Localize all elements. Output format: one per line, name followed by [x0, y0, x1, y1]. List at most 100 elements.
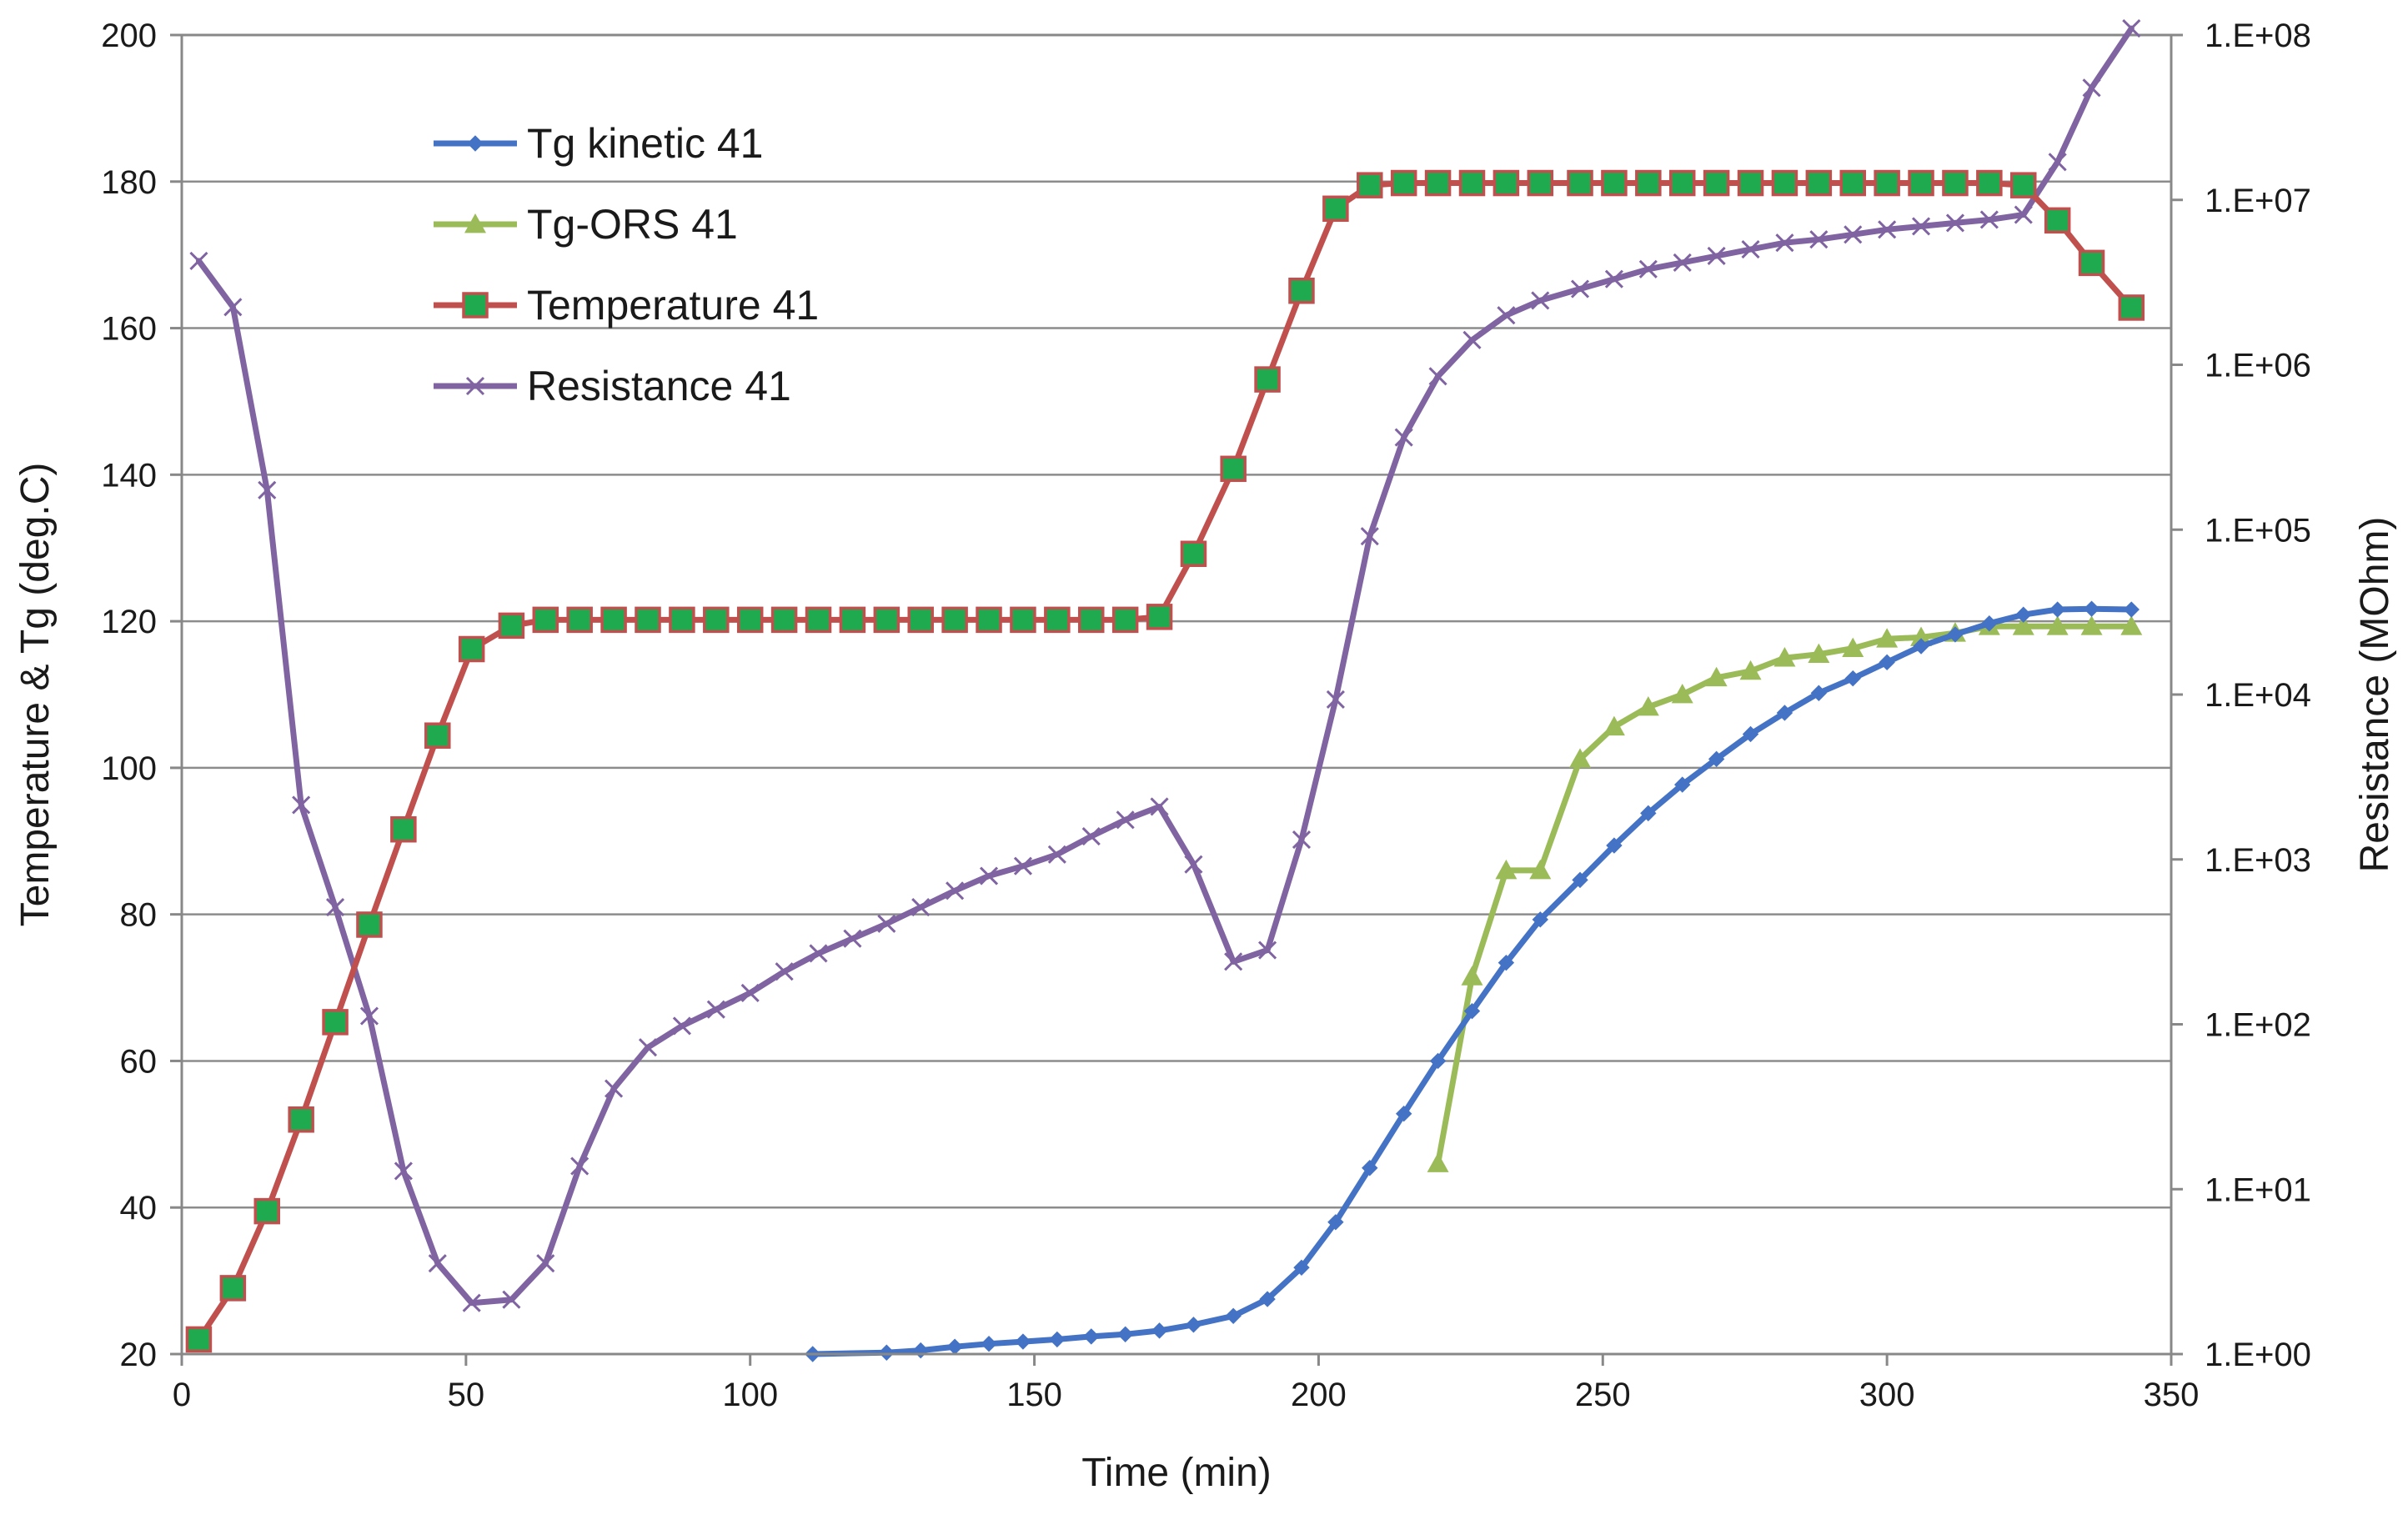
data-point-tg-ors-41	[2080, 615, 2103, 635]
data-point-resistance-41	[394, 1161, 413, 1181]
data-point-tg-kinetic-41	[1259, 1291, 1276, 1307]
data-point-resistance-41	[1741, 240, 1760, 259]
data-point-resistance-41-stroke	[1326, 690, 1345, 709]
data-point-temperature-41	[2010, 172, 2037, 198]
y2-tick-label: 1.E+05	[2205, 512, 2311, 549]
data-point-resistance-41-stroke	[877, 914, 896, 933]
data-point-resistance-41-stroke	[359, 1006, 379, 1026]
x-tick-label: 100	[722, 1377, 778, 1413]
y2-tick-label: 1.E+03	[2205, 842, 2311, 879]
data-point-resistance-41-stroke	[638, 1038, 658, 1057]
data-point-tg-kinetic-41	[981, 1335, 997, 1352]
data-point-resistance-41-stroke	[1604, 269, 1623, 288]
data-point-resistance-41	[843, 929, 862, 948]
data-point-resistance-41	[1775, 233, 1794, 253]
data-point-resistance-41	[1638, 259, 1658, 278]
x-tick-label: 250	[1575, 1377, 1631, 1413]
data-point-temperature-41	[1220, 455, 1247, 483]
data-point-tg-kinetic-41	[2123, 601, 2140, 618]
data-point-resistance-41	[605, 1079, 624, 1098]
y-tick-label: 20	[120, 1337, 158, 1373]
x-axis-title: Time (min)	[1081, 1451, 1272, 1495]
data-point-resistance-41-stroke	[502, 1290, 521, 1309]
data-point-tg-kinetic-41	[1497, 954, 1515, 971]
data-point-tg-kinetic-41	[1572, 871, 1588, 889]
data-point-resistance-41-stroke	[911, 898, 931, 917]
data-point-temperature-41	[1077, 606, 1105, 634]
data-point-tg-ors-41	[2046, 615, 2069, 635]
data-point-tg-kinetic-41	[1913, 638, 1929, 655]
data-point-resistance-41-stroke	[258, 480, 277, 499]
data-point-resistance-41-stroke	[1844, 225, 1863, 244]
data-point-resistance-41-stroke	[1911, 217, 1931, 236]
data-point-temperature-41	[2078, 249, 2105, 277]
data-point-resistance-41	[1979, 210, 1999, 229]
series-tg-ors-41	[1427, 615, 2143, 1172]
legend-item-tg-ors-41: Tg-ORS 41	[434, 201, 738, 248]
data-point-resistance-41-stroke	[2048, 153, 2067, 172]
data-point-temperature-41	[1357, 172, 1383, 198]
data-point-resistance-41	[1570, 279, 1590, 298]
data-point-resistance-41-stroke	[428, 1254, 447, 1273]
data-point-resistance-41-stroke	[1013, 856, 1032, 875]
y-tick-label: 180	[101, 164, 157, 201]
series-layer	[185, 19, 2145, 1362]
data-point-temperature-41	[1737, 169, 1764, 197]
data-point-resistance-41-stroke	[1462, 330, 1482, 349]
data-point-temperature-41	[1942, 169, 1969, 197]
data-point-tg-ors-41	[1910, 626, 1933, 646]
data-point-resistance-41-stroke	[672, 1016, 691, 1036]
data-point-temperature-41	[1567, 169, 1593, 197]
data-point-resistance-41	[292, 795, 311, 815]
data-point-temperature-41	[1839, 169, 1866, 197]
data-point-resistance-41-stroke	[1945, 213, 1965, 233]
legend-swatch-marker	[467, 135, 484, 152]
data-point-tg-ors-41	[1705, 666, 1728, 687]
y2-tick-label: 1.E+00	[2205, 1337, 2311, 1373]
data-point-resistance-41	[1326, 690, 1345, 709]
x-tick-label: 200	[1291, 1377, 1347, 1413]
data-point-temperature-41	[907, 606, 934, 634]
data-point-tg-ors-41	[1671, 684, 1693, 704]
data-point-resistance-41-stroke	[1360, 527, 1379, 546]
data-point-resistance-41	[740, 983, 760, 1002]
y-tick-label: 160	[101, 311, 157, 348]
data-point-resistance-41	[2014, 205, 2033, 224]
data-point-resistance-41	[672, 1016, 691, 1036]
data-point-resistance-41	[706, 1000, 725, 1019]
data-point-tg-kinetic-41	[1742, 725, 1759, 743]
data-point-temperature-41	[669, 606, 695, 634]
data-point-temperature-41	[458, 635, 485, 663]
data-point-resistance-41-stroke	[223, 298, 243, 317]
y2-tick-label: 1.E+01	[2205, 1171, 2311, 1208]
data-point-resistance-41-stroke	[462, 1293, 481, 1312]
x-tick-label: 0	[173, 1377, 191, 1413]
data-point-resistance-41-stroke	[536, 1254, 555, 1273]
legend: Tg kinetic 41 Tg-ORS 41 Temperature 41 Resi…	[434, 120, 819, 409]
data-point-temperature-41	[1527, 169, 1554, 197]
data-point-resistance-41	[1844, 225, 1863, 244]
legend-item-temperature-41: Temperature 41	[434, 282, 819, 329]
data-point-temperature-41	[805, 606, 832, 634]
data-point-resistance-41-stroke	[1497, 306, 1516, 325]
data-point-resistance-41	[1707, 246, 1726, 266]
y-tick-label: 40	[120, 1190, 158, 1227]
data-point-resistance-41-stroke	[843, 929, 862, 948]
data-point-temperature-41	[1424, 169, 1452, 197]
data-point-temperature-41	[1111, 606, 1139, 634]
data-point-temperature-41	[1288, 277, 1315, 304]
data-point-temperature-41	[635, 606, 661, 634]
data-point-resistance-41-stroke	[1081, 827, 1101, 846]
y-tick-label: 140	[101, 457, 157, 494]
y2-tick-label: 1.E+06	[2205, 348, 2311, 384]
legend-swatch-marker	[464, 213, 486, 233]
data-point-tg-kinetic-41	[1015, 1333, 1031, 1350]
axes: 0 50 100 150 200 250 300 350 20 40 60 80 100 120 140 16…	[101, 18, 2311, 1413]
data-point-resistance-41	[2082, 78, 2101, 98]
data-point-tg-kinetic-41	[878, 1344, 895, 1361]
data-point-resistance-41	[359, 1006, 379, 1026]
data-point-resistance-41-stroke	[2082, 78, 2101, 98]
legend-label: Tg-ORS 41	[527, 201, 738, 248]
data-point-temperature-41	[1492, 169, 1520, 197]
data-point-resistance-41	[1116, 810, 1135, 830]
